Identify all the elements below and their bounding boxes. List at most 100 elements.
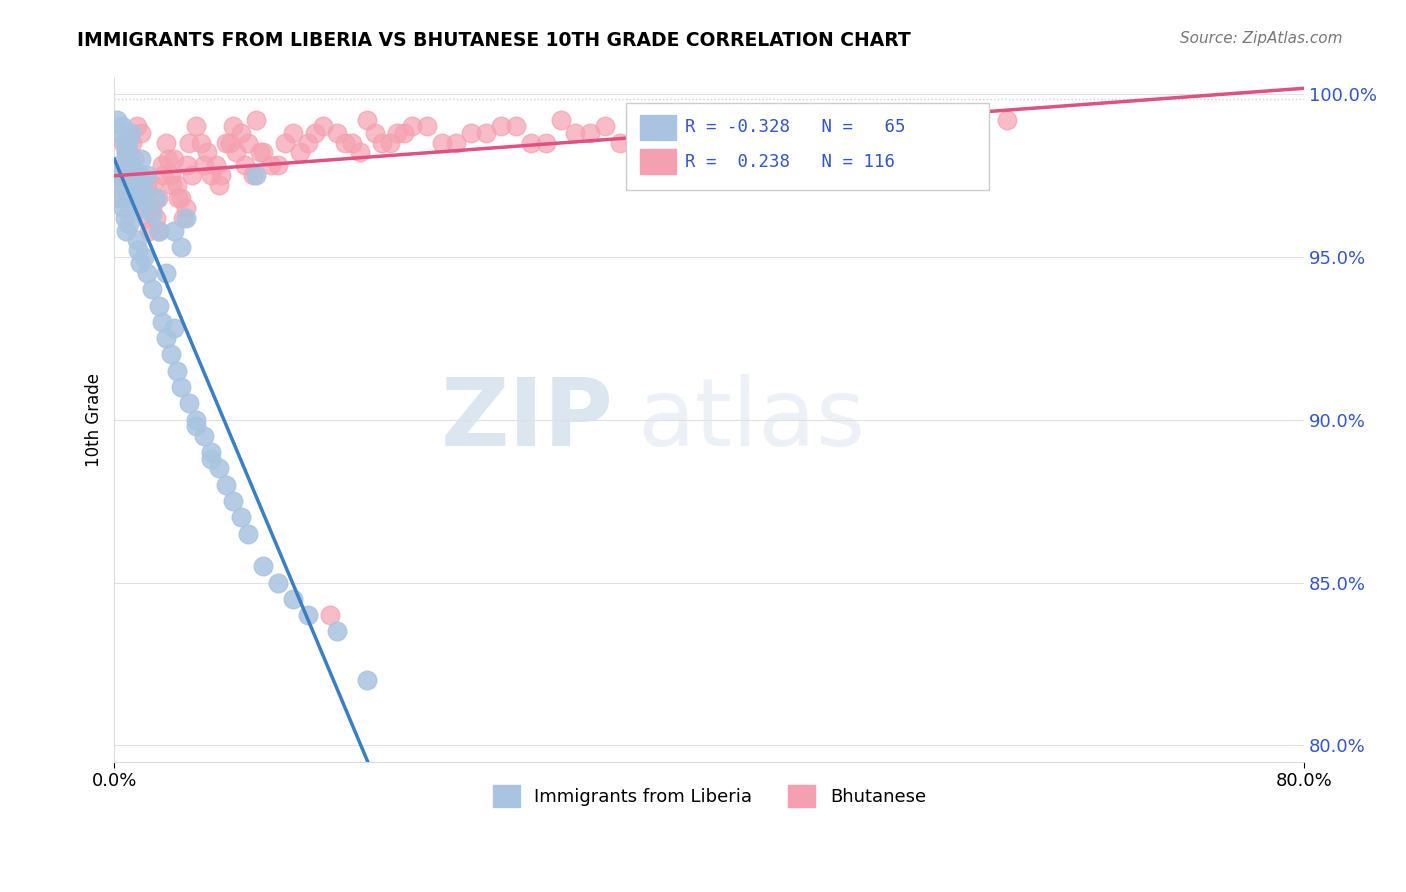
- Point: [238, 526, 260, 541]
- Point: [229, 510, 252, 524]
- Point: [117, 145, 139, 160]
- Point: [638, 136, 661, 150]
- FancyBboxPatch shape: [640, 115, 676, 140]
- Point: [505, 120, 527, 134]
- Point: [274, 136, 297, 150]
- Point: [193, 158, 215, 172]
- Point: [186, 120, 208, 134]
- Point: [233, 158, 256, 172]
- Point: [176, 158, 198, 172]
- Point: [281, 591, 304, 606]
- Point: [127, 243, 149, 257]
- Point: [267, 158, 290, 172]
- Point: [326, 624, 349, 639]
- Point: [111, 168, 134, 182]
- Point: [105, 112, 128, 127]
- Point: [134, 191, 156, 205]
- Point: [267, 575, 290, 590]
- Point: [229, 126, 252, 140]
- Point: [131, 201, 153, 215]
- Point: [193, 429, 215, 443]
- Point: [195, 145, 218, 160]
- Point: [125, 233, 148, 247]
- Point: [166, 178, 188, 192]
- Point: [115, 145, 138, 160]
- Point: [148, 224, 170, 238]
- Point: [122, 152, 145, 166]
- Point: [207, 178, 229, 192]
- Point: [215, 136, 238, 150]
- Point: [108, 191, 131, 205]
- Point: [245, 168, 267, 182]
- Point: [110, 168, 132, 182]
- Point: [163, 224, 186, 238]
- Point: [579, 126, 602, 140]
- Point: [111, 191, 134, 205]
- Point: [378, 136, 401, 150]
- Point: [112, 201, 135, 215]
- Point: [862, 126, 884, 140]
- Point: [125, 120, 148, 134]
- Point: [117, 136, 139, 150]
- Text: atlas: atlas: [638, 374, 866, 466]
- Point: [186, 419, 208, 434]
- Point: [128, 168, 150, 182]
- Point: [108, 126, 131, 140]
- Point: [160, 347, 183, 361]
- Point: [122, 168, 145, 182]
- Point: [333, 136, 356, 150]
- Point: [145, 191, 167, 205]
- Point: [713, 136, 735, 150]
- Point: [141, 282, 163, 296]
- Point: [249, 145, 271, 160]
- Point: [152, 168, 174, 182]
- Point: [207, 461, 229, 475]
- Point: [141, 201, 163, 215]
- Point: [167, 191, 190, 205]
- Point: [131, 178, 153, 192]
- Point: [995, 112, 1018, 127]
- Point: [921, 120, 943, 134]
- Point: [817, 136, 839, 150]
- Point: [155, 266, 177, 280]
- FancyBboxPatch shape: [640, 149, 676, 174]
- Point: [105, 178, 128, 192]
- Point: [654, 126, 676, 140]
- Point: [170, 380, 193, 394]
- Point: [121, 136, 143, 150]
- Point: [121, 185, 143, 199]
- Point: [148, 299, 170, 313]
- Point: [108, 158, 131, 172]
- Point: [118, 217, 141, 231]
- Point: [219, 136, 242, 150]
- Point: [319, 608, 342, 623]
- Point: [520, 136, 543, 150]
- Point: [534, 136, 557, 150]
- Point: [174, 201, 197, 215]
- Point: [114, 158, 136, 172]
- Point: [186, 412, 208, 426]
- Point: [290, 145, 312, 160]
- Point: [112, 136, 135, 150]
- Point: [401, 120, 423, 134]
- Point: [115, 145, 138, 160]
- Text: R = -0.328   N =   65: R = -0.328 N = 65: [686, 119, 905, 136]
- Text: Source: ZipAtlas.com: Source: ZipAtlas.com: [1180, 31, 1343, 46]
- Point: [624, 136, 647, 150]
- Point: [190, 136, 212, 150]
- Point: [156, 152, 179, 166]
- Point: [129, 126, 152, 140]
- Point: [446, 136, 468, 150]
- Point: [166, 364, 188, 378]
- Text: R =  0.238   N = 116: R = 0.238 N = 116: [686, 153, 896, 170]
- Point: [141, 207, 163, 221]
- Point: [371, 136, 394, 150]
- Point: [114, 211, 136, 225]
- Point: [148, 224, 170, 238]
- Point: [162, 178, 184, 192]
- Point: [242, 168, 264, 182]
- Point: [758, 126, 780, 140]
- Point: [415, 120, 437, 134]
- Point: [200, 168, 222, 182]
- Point: [222, 494, 245, 508]
